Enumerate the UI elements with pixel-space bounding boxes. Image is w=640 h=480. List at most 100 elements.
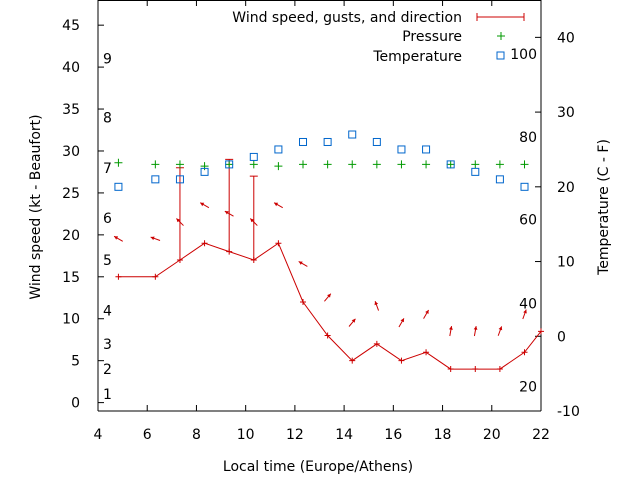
beaufort-label: 4: [103, 303, 112, 319]
right-y-tick-label: -10: [557, 404, 580, 420]
wind-speed-point: [349, 357, 356, 364]
beaufort-label: 7: [103, 161, 112, 177]
legend-label-wind: Wind speed, gusts, and direction: [232, 10, 462, 26]
x-tick-label: 20: [483, 427, 501, 443]
pressure-point: [225, 160, 234, 169]
temperature-point: [151, 175, 160, 184]
beaufort-label: 2: [103, 362, 112, 378]
wind-direction-arrowhead: [150, 236, 155, 241]
pressure-point: [249, 160, 258, 169]
left-y-tick-label: 15: [62, 270, 80, 286]
legend-label-pressure: Pressure: [402, 29, 462, 45]
wind-direction-arrowhead: [351, 318, 356, 323]
x-axis-label: Local time (Europe/Athens): [223, 459, 413, 475]
x-tick-label: 16: [384, 427, 402, 443]
wind-speed-point: [152, 273, 159, 280]
wind-direction-arrowhead: [498, 326, 503, 331]
temperature-point: [471, 167, 480, 176]
wind-speed-point: [324, 332, 331, 339]
temperature-point: [225, 160, 234, 169]
legend-swatch-wind: [476, 13, 525, 21]
wind-speed-point: [447, 366, 454, 373]
left-y-tick-label: 5: [71, 354, 80, 370]
x-tick-label: 6: [143, 427, 152, 443]
temperature-point: [200, 167, 209, 176]
temperature-point: [249, 152, 258, 161]
temperature-point: [274, 145, 283, 154]
left-y-tick-label: 0: [71, 396, 80, 412]
pressure-point: [114, 158, 123, 167]
temperature-point: [495, 175, 504, 184]
wind-direction-arrowhead: [449, 326, 453, 330]
fahrenheit-label: 60: [519, 213, 537, 229]
left-y-tick-label: 40: [62, 60, 80, 76]
axis-ticks: 4 6 8 10 12 14 16 18 20 22051015202530354045-1001…: [62, 0, 580, 443]
right-y-tick-label: 10: [557, 255, 575, 271]
fahrenheit-label: 40: [519, 296, 537, 312]
pressure-point: [372, 160, 381, 169]
left-y-tick-label: 30: [62, 144, 80, 160]
left-y-tick-label: 10: [62, 312, 80, 328]
right-y-tick-label: 40: [557, 30, 575, 46]
pressure-point: [520, 160, 529, 169]
pressure-point: [446, 160, 455, 169]
beaufort-label: 9: [103, 52, 112, 68]
x-tick-label: 12: [286, 427, 304, 443]
temperature-point: [397, 145, 406, 154]
wind-speed-point: [521, 349, 528, 356]
fahrenheit-label: 20: [519, 379, 537, 395]
pressure-point: [323, 160, 332, 169]
wind-direction-arrowhead: [114, 236, 119, 240]
wind-speed-point: [275, 240, 282, 247]
wind-speed-point: [538, 328, 544, 335]
x-tick-label: 8: [192, 427, 201, 443]
wind-direction-arrowhead: [473, 326, 478, 330]
wind-direction-arrowhead: [224, 211, 229, 215]
wind-speed-point: [115, 273, 122, 280]
fahrenheit-label: 80: [519, 130, 537, 146]
wind-speed-point: [201, 240, 208, 247]
left-y-tick-label: 25: [62, 186, 80, 202]
pressure-point: [397, 160, 406, 169]
wind-direction-arrowhead: [200, 202, 205, 207]
pressure-point: [348, 160, 357, 169]
wind-direction-arrowhead: [400, 318, 404, 323]
x-tick-label: 10: [237, 427, 255, 443]
beaufort-label: 8: [103, 110, 112, 126]
wind-speed-point: [373, 340, 380, 347]
temperature-point: [299, 137, 308, 146]
wind-direction-arrowhead: [250, 218, 255, 223]
pressure-point: [422, 160, 431, 169]
temperature-point: [114, 182, 123, 191]
wind-direction-arrowhead: [274, 202, 279, 207]
temperature-point: [175, 175, 184, 184]
temperature-point: [323, 137, 332, 146]
pressure-point: [175, 160, 184, 169]
pressure-point: [200, 162, 209, 171]
wind-direction-arrowhead: [374, 301, 379, 306]
wind-direction-arrowhead: [327, 293, 331, 298]
pressure-point: [151, 160, 160, 169]
pressure-point: [274, 162, 283, 171]
wind-speed-point: [496, 366, 503, 373]
wind-direction-arrowhead: [425, 310, 429, 314]
wind-speed-point: [423, 349, 430, 356]
pressure-point: [471, 160, 480, 169]
right-y-axis-label: Temperature (C - F): [596, 139, 612, 276]
wind-speed-line: [118, 242, 542, 370]
beaufort-label: 3: [103, 337, 112, 353]
wind-speed-point: [398, 357, 405, 364]
temperature-point: [446, 160, 455, 169]
x-tick-label: 4: [94, 427, 103, 443]
wind-direction-arrowhead: [523, 309, 527, 314]
x-tick-label: 18: [434, 427, 452, 443]
temperature-point: [348, 130, 357, 139]
x-tick-label: 22: [532, 427, 550, 443]
temperature-point: [520, 182, 529, 191]
wind-direction-arrowhead: [176, 218, 181, 223]
right-y-tick-label: 20: [557, 180, 575, 196]
left-y-tick-label: 35: [62, 102, 80, 118]
legend: Wind speed, gusts, and direction Pressur…: [232, 10, 525, 65]
legend-label-temperature: Temperature: [372, 49, 462, 65]
temperature-point: [422, 145, 431, 154]
